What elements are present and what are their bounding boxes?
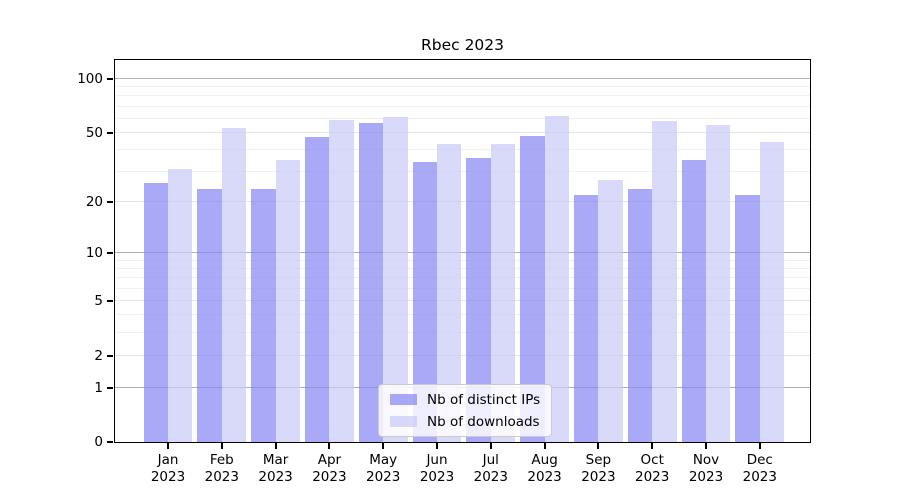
x-tick-label: Feb 2023 xyxy=(204,452,239,485)
x-tick-mark xyxy=(328,443,331,449)
x-tick-label: Oct 2023 xyxy=(635,452,670,485)
x-tick-label: Nov 2023 xyxy=(688,452,724,485)
y-tick-mark xyxy=(107,201,113,204)
legend: Nb of distinct IPs Nb of downloads xyxy=(378,384,553,437)
legend-item-distinct-ips: Nb of distinct IPs xyxy=(390,391,540,408)
x-tick-label: Mar 2023 xyxy=(258,452,293,485)
gridline-sub xyxy=(115,354,810,356)
y-tick-mark xyxy=(107,300,113,302)
gridline-major xyxy=(115,252,810,254)
gridline-sub xyxy=(115,201,810,203)
bar-nb-of-distinct-ips-mar xyxy=(251,188,276,442)
y-tick-label: 0 xyxy=(94,434,103,450)
gridline-minor xyxy=(115,86,810,87)
x-tick-label: Jul 2023 xyxy=(473,452,508,485)
bar-nb-of-distinct-ips-sep xyxy=(574,195,599,442)
gridline-major xyxy=(115,77,810,79)
gridline-minor xyxy=(115,148,810,150)
gridline-minor xyxy=(115,95,810,97)
y-tick-label: 100 xyxy=(77,70,103,87)
y-tick-label: 20 xyxy=(85,194,103,211)
x-tick-mark xyxy=(274,443,277,449)
gridline-minor xyxy=(115,277,810,279)
gridline-sub xyxy=(115,131,810,133)
x-tick-label: Apr 2023 xyxy=(312,452,347,485)
gridline-minor xyxy=(115,170,810,172)
y-tick-mark xyxy=(107,441,113,443)
x-tick-mark xyxy=(220,443,223,449)
x-tick-label: May 2023 xyxy=(366,452,401,485)
bar-nb-of-downloads-mar xyxy=(275,160,300,442)
bar-nb-of-downloads-nov xyxy=(706,125,731,442)
x-tick-mark xyxy=(543,443,546,449)
gridline-minor xyxy=(115,331,810,333)
bar-nb-of-distinct-ips-oct xyxy=(627,188,653,442)
bar-nb-of-downloads-dec xyxy=(759,142,785,442)
bar-nb-of-distinct-ips-apr xyxy=(305,137,330,442)
gridline-minor xyxy=(115,314,810,316)
legend-swatch-downloads xyxy=(390,416,417,427)
y-tick-label: 5 xyxy=(94,293,103,309)
gridline-minor xyxy=(115,259,810,261)
bar-nb-of-distinct-ips-nov xyxy=(681,160,706,442)
y-tick-mark xyxy=(107,131,113,134)
y-tick-mark xyxy=(107,386,113,389)
bar-nb-of-downloads-jan xyxy=(168,169,193,442)
legend-item-downloads: Nb of downloads xyxy=(390,413,540,430)
bar-nb-of-distinct-ips-dec xyxy=(735,195,760,442)
x-tick-label: Sep 2023 xyxy=(581,452,616,485)
y-tick-label: 10 xyxy=(85,245,103,262)
x-tick-mark xyxy=(489,443,492,449)
gridline-minor xyxy=(115,117,810,119)
x-tick-mark xyxy=(382,443,385,449)
plot-area: Nb of distinct IPs Nb of downloads xyxy=(114,59,811,443)
y-tick-mark xyxy=(107,77,113,80)
x-tick-mark xyxy=(651,443,654,449)
bar-nb-of-downloads-apr xyxy=(329,119,354,442)
y-tick-label: 50 xyxy=(85,124,103,141)
y-tick-label: 1 xyxy=(94,379,103,396)
x-tick-label: Jan 2023 xyxy=(150,452,186,485)
y-tick-mark xyxy=(107,354,113,357)
x-tick-mark xyxy=(758,443,761,449)
gridline-minor xyxy=(115,268,810,270)
bar-nb-of-distinct-ips-jan xyxy=(143,182,168,442)
bar-nb-of-downloads-feb xyxy=(221,128,247,442)
x-tick-mark xyxy=(167,443,169,449)
gridline-minor xyxy=(115,105,810,107)
bar-nb-of-distinct-ips-feb xyxy=(197,188,222,442)
y-tick-label: 2 xyxy=(94,347,103,364)
bar-nb-of-downloads-oct xyxy=(652,121,677,442)
x-tick-mark xyxy=(597,443,600,449)
y-tick-mark xyxy=(107,252,113,255)
x-tick-label: Aug 2023 xyxy=(527,452,562,485)
x-tick-label: Jun 2023 xyxy=(419,452,455,485)
x-tick-mark xyxy=(436,443,438,449)
x-tick-label: Dec 2023 xyxy=(742,452,777,485)
chart-title: Rbec 2023 xyxy=(420,36,505,54)
x-tick-mark xyxy=(705,443,707,449)
legend-swatch-distinct-ips xyxy=(390,394,417,405)
bar-nb-of-downloads-sep xyxy=(598,179,623,442)
legend-label-distinct-ips: Nb of distinct IPs xyxy=(427,391,541,408)
gridline-sub xyxy=(115,300,810,301)
legend-label-downloads: Nb of downloads xyxy=(427,413,540,430)
gridline-minor xyxy=(115,287,810,289)
